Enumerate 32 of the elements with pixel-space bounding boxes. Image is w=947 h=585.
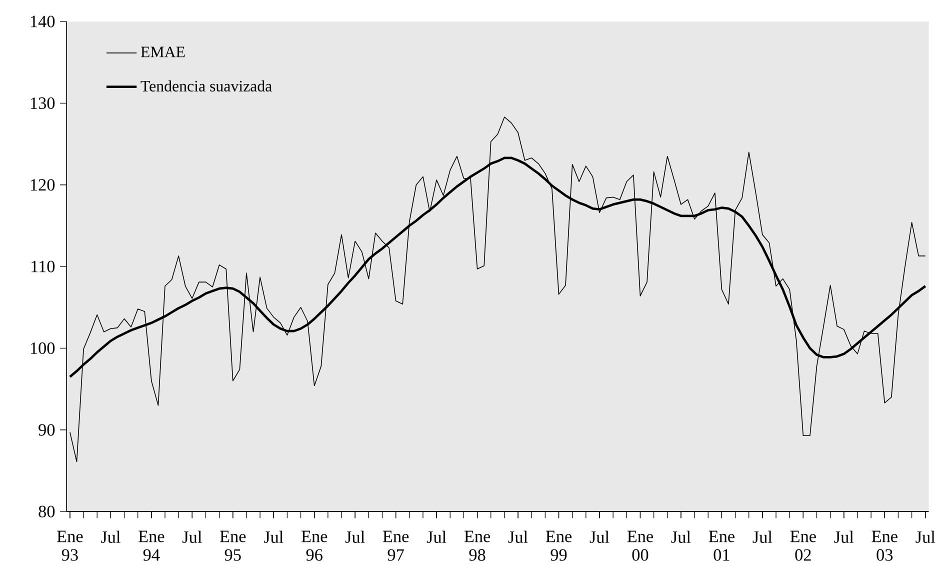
x-tick-label: Ene 96: [301, 530, 328, 561]
y-tick-label: 140: [30, 16, 55, 28]
line-series: [70, 116, 926, 462]
x-tick-label: Ene 98: [464, 530, 490, 561]
legend-label: EMAE: [140, 46, 185, 58]
y-tick-label: 130: [30, 97, 55, 109]
y-tick-label: 80: [38, 506, 55, 518]
x-tick-label: Ene 93: [57, 530, 83, 561]
x-tick-label: Ene 00: [627, 530, 654, 561]
y-tick-label: 90: [38, 424, 55, 436]
x-tick-label: Ene 94: [138, 530, 164, 561]
y-tick-label: 120: [30, 179, 55, 191]
x-tick-label: Ene 01: [708, 530, 734, 561]
x-tick-label: Ene 99: [546, 530, 572, 561]
x-tick-label: Jul: [916, 530, 936, 543]
legend-label: Tendencia suavizada: [140, 80, 272, 92]
x-tick-label: Ene 97: [382, 530, 409, 561]
x-tick-label: Jul: [590, 530, 610, 543]
x-tick-label: Jul: [508, 530, 528, 543]
x-tick-label: Ene 02: [790, 530, 816, 561]
x-tick-label: Ene 03: [872, 530, 898, 561]
y-tick-label: 100: [30, 342, 55, 354]
x-tick-label: Jul: [834, 530, 854, 543]
y-tick-label: 110: [32, 260, 55, 272]
x-tick-label: Ene 95: [220, 530, 246, 561]
x-tick-label: Jul: [345, 530, 365, 543]
x-tick-label: Jul: [264, 530, 284, 543]
x-tick-label: Jul: [671, 530, 691, 543]
x-tick-label: Jul: [182, 530, 202, 543]
x-tick-label: Jul: [100, 530, 120, 543]
x-tick-label: Jul: [426, 530, 446, 543]
x-tick-label: Jul: [752, 530, 772, 543]
